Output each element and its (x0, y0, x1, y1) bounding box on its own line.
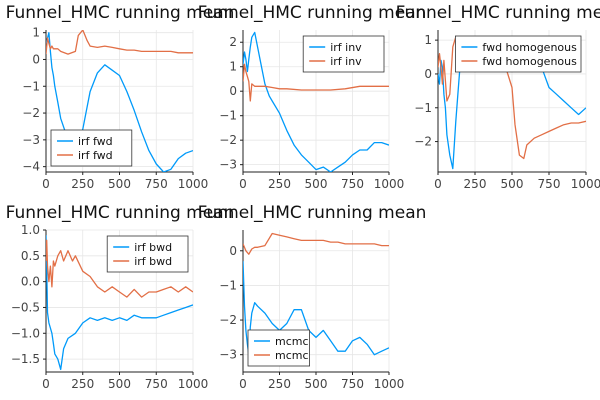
x-tick-label: 0 (239, 377, 247, 391)
y-tick-label: 1.0 (21, 223, 40, 237)
x-tick-label: 250 (268, 377, 291, 391)
x-tick-label: 1000 (178, 177, 209, 191)
x-tick-label: 750 (538, 177, 561, 191)
x-tick-label: 250 (71, 377, 94, 391)
chart-panel-1: 0 250 500 750 1000 1 0 −1 −2 −3 −4 Funnel_HMC runni… (6, 3, 235, 191)
x-tick-label: 250 (71, 177, 94, 191)
legend-label: irf bwd (134, 255, 172, 268)
legend-box (106, 235, 189, 273)
y-tick-label: 1 (32, 26, 40, 40)
x-tick-label: 500 (108, 377, 131, 391)
y-tick-label: −1 (219, 278, 237, 292)
chart-title: Funnel_HMC running mean (6, 3, 235, 23)
x-tick-label: 250 (268, 177, 291, 191)
y-tick-label: −2 (219, 133, 237, 147)
y-tick-label: −2 (22, 106, 40, 120)
legend-box (247, 329, 310, 367)
legend-label: irf bwd (134, 241, 172, 254)
y-tick-label: −1.5 (11, 352, 40, 366)
y-tick-label: −0.5 (11, 300, 40, 314)
chart-title: Funnel_HMC running mean (396, 3, 600, 23)
legend-label: irf inv (330, 55, 362, 68)
y-tick-label: −1 (414, 101, 432, 115)
x-tick-label: 750 (145, 377, 168, 391)
chart-title: Funnel_HMC running mean (6, 203, 235, 223)
x-tick-label: 250 (464, 177, 487, 191)
x-tick-label: 0 (239, 177, 247, 191)
legend-label: irf fwd (78, 135, 113, 148)
y-tick-label: −3 (219, 348, 237, 362)
y-tick-label: 0.5 (21, 249, 40, 263)
x-tick-label: 750 (341, 377, 364, 391)
legend-label: irf inv (330, 41, 362, 54)
x-tick-label: 1000 (178, 377, 209, 391)
x-tick-label: 0 (42, 377, 50, 391)
x-tick-label: 0 (42, 177, 50, 191)
y-tick-label: −2 (414, 135, 432, 149)
legend-label: irf fwd (78, 149, 113, 162)
x-tick-label: 1000 (571, 177, 600, 191)
x-tick-label: 500 (305, 377, 328, 391)
x-tick-label: 750 (341, 177, 364, 191)
series-line-2 (46, 30, 193, 55)
y-tick-label: 0.0 (21, 275, 40, 289)
y-tick-label: −1.0 (11, 326, 40, 340)
series-line-1 (46, 32, 193, 172)
legend-box (302, 35, 385, 73)
x-tick-label: 0 (434, 177, 442, 191)
series-line-2 (243, 63, 389, 102)
legend-label: fwd homogenous (482, 41, 577, 54)
chart-panel-2: 0 250 500 750 1000 2 1 0 −1 −2 −3 Funnel_HMC runnin… (198, 3, 427, 191)
chart-panel-4: 0 250 500 750 1000 1.0 0.5 0.0 −0.5 −1.0 −1.5 Funne… (6, 203, 235, 391)
series-line-1 (46, 235, 193, 371)
series-line-1 (243, 31, 389, 172)
y-tick-label: −4 (22, 160, 40, 174)
legend-label: mcmc (275, 349, 309, 362)
x-tick-label: 500 (108, 177, 131, 191)
series-line-2 (243, 232, 389, 255)
x-tick-label: 1000 (374, 177, 405, 191)
chart-panel-5: 0 250 500 750 1000 0 −1 −2 −3 Funnel_HMC running … (198, 203, 427, 391)
y-tick-label: 2 (229, 35, 237, 49)
legend-box (50, 129, 133, 167)
legend-label: fwd homogenous (482, 55, 577, 68)
legend-box (454, 35, 582, 73)
x-tick-label: 750 (145, 177, 168, 191)
x-tick-label: 500 (305, 177, 328, 191)
y-tick-label: 1 (229, 60, 237, 74)
y-tick-label: −1 (22, 79, 40, 93)
chart-panel-3: 0 250 500 750 1000 1 0 −1 −2 Funnel_HMC running m… (396, 3, 600, 191)
y-tick-label: 0 (424, 67, 432, 81)
y-tick-label: −2 (219, 313, 237, 327)
series-line-2 (46, 239, 193, 298)
chart-title: Funnel_HMC running mean (198, 3, 427, 23)
chart-title: Funnel_HMC running mean (198, 203, 427, 223)
x-tick-label: 1000 (374, 377, 405, 391)
y-tick-label: 0 (229, 244, 237, 258)
y-tick-label: −3 (219, 158, 237, 172)
y-tick-label: 0 (229, 84, 237, 98)
y-tick-label: 1 (424, 33, 432, 47)
y-tick-label: −3 (22, 133, 40, 147)
x-tick-label: 500 (501, 177, 524, 191)
legend-label: mcmc (275, 335, 309, 348)
y-tick-label: 0 (32, 52, 40, 66)
y-tick-label: −1 (219, 109, 237, 123)
